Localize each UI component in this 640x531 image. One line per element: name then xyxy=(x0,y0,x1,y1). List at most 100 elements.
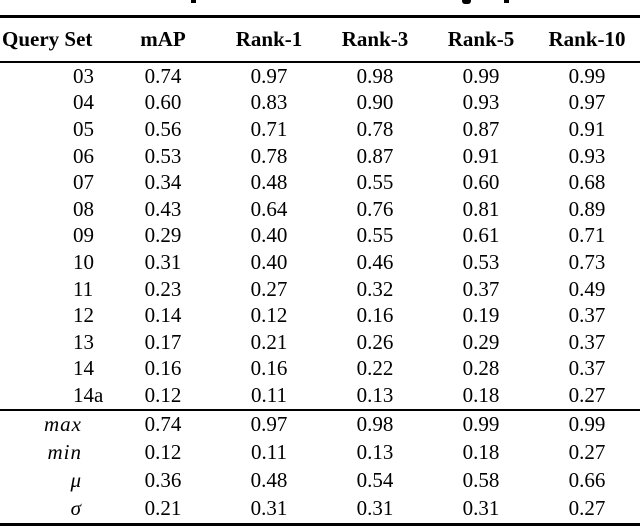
table-body: 03 0.74 0.97 0.98 0.99 0.99 04 0.60 0.83 0.90 0.93… xyxy=(0,62,640,410)
value-cell: 0.37 xyxy=(568,356,606,381)
value-cell: 0.98 xyxy=(356,63,394,88)
value-cell: 0.64 xyxy=(250,196,288,221)
value-cell: 0.12 xyxy=(144,382,182,407)
summary-value-cell: 0.31 xyxy=(462,496,500,521)
table-row: 04 0.60 0.83 0.90 0.93 0.97 xyxy=(0,90,640,117)
table-row: 08 0.43 0.64 0.76 0.81 0.89 xyxy=(0,196,640,223)
value-cell: 0.43 xyxy=(144,196,182,221)
value-cell: 0.27 xyxy=(250,276,288,301)
summary-row: σ 0.21 0.31 0.31 0.31 0.27 xyxy=(0,495,640,525)
table-row: 09 0.29 0.40 0.55 0.61 0.71 xyxy=(0,223,640,250)
value-cell: 0.90 xyxy=(356,90,394,115)
value-cell: 0.28 xyxy=(462,356,500,381)
table-row: 07 0.34 0.48 0.55 0.60 0.68 xyxy=(0,169,640,196)
table-row: 10 0.31 0.40 0.46 0.53 0.73 xyxy=(0,249,640,276)
caption-descender-fragment xyxy=(504,0,509,3)
summary-value-cell: 0.27 xyxy=(568,440,606,465)
query-set-cell: 14a xyxy=(73,382,104,407)
value-cell: 0.97 xyxy=(568,90,606,115)
value-cell: 0.68 xyxy=(568,170,606,195)
value-cell: 0.60 xyxy=(144,90,182,115)
value-cell: 0.37 xyxy=(568,303,606,328)
query-set-cell: 13 xyxy=(73,329,94,354)
query-set-cell: 04 xyxy=(73,90,94,115)
value-cell: 0.97 xyxy=(250,63,288,88)
value-cell: 0.29 xyxy=(462,329,500,354)
column-header-rank-3: Rank-3 xyxy=(322,16,428,63)
value-cell: 0.16 xyxy=(356,303,394,328)
summary-value-cell: 0.27 xyxy=(568,496,606,521)
value-cell: 0.19 xyxy=(462,303,500,328)
column-header-query-set: Query Set xyxy=(0,16,110,63)
table-row: 12 0.14 0.12 0.16 0.19 0.37 xyxy=(0,302,640,329)
query-set-cell: 12 xyxy=(73,303,94,328)
value-cell: 0.22 xyxy=(356,356,394,381)
value-cell: 0.11 xyxy=(251,382,287,407)
summary-label-cell: σ xyxy=(70,496,82,521)
caption-descender-fragment xyxy=(191,0,196,3)
query-set-cell: 09 xyxy=(73,223,94,248)
table-row: 06 0.53 0.78 0.87 0.91 0.93 xyxy=(0,143,640,170)
value-cell: 0.37 xyxy=(462,276,500,301)
query-set-cell: 06 xyxy=(73,143,94,168)
table-summary-body: max 0.74 0.97 0.98 0.99 0.99 min 0.12 0.11 0.13 0.… xyxy=(0,408,640,525)
results-table: Query Set mAP Rank-1 Rank-3 Rank-5 Rank-… xyxy=(0,15,640,526)
value-cell: 0.26 xyxy=(356,329,394,354)
value-cell: 0.93 xyxy=(462,90,500,115)
table-header-row: Query Set mAP Rank-1 Rank-3 Rank-5 Rank-… xyxy=(0,16,640,63)
value-cell: 0.55 xyxy=(356,170,394,195)
summary-value-cell: 0.21 xyxy=(144,496,182,521)
summary-value-cell: 0.54 xyxy=(356,468,394,493)
value-cell: 0.78 xyxy=(356,116,394,141)
summary-value-cell: 0.58 xyxy=(462,468,500,493)
summary-label-cell: μ xyxy=(70,468,82,493)
table-row: 05 0.56 0.71 0.78 0.87 0.91 xyxy=(0,116,640,143)
value-cell: 0.49 xyxy=(568,276,606,301)
summary-value-cell: 0.98 xyxy=(322,408,428,439)
value-cell: 0.12 xyxy=(250,303,288,328)
value-cell: 0.27 xyxy=(568,382,606,407)
column-header-rank-5: Rank-5 xyxy=(428,16,534,63)
value-cell: 0.16 xyxy=(250,356,288,381)
value-cell: 0.81 xyxy=(462,196,500,221)
value-cell: 0.18 xyxy=(462,382,500,407)
value-cell: 0.40 xyxy=(250,223,288,248)
value-cell: 0.99 xyxy=(568,63,606,88)
value-cell: 0.29 xyxy=(144,223,182,248)
column-header-rank-1: Rank-1 xyxy=(216,16,322,63)
table-row: 14 0.16 0.16 0.22 0.28 0.37 xyxy=(0,356,640,383)
value-cell: 0.13 xyxy=(356,382,394,407)
summary-value-cell: 0.12 xyxy=(144,440,182,465)
value-cell: 0.48 xyxy=(250,170,288,195)
value-cell: 0.91 xyxy=(568,116,606,141)
value-cell: 0.60 xyxy=(462,170,500,195)
value-cell: 0.55 xyxy=(356,223,394,248)
summary-value-cell: 0.36 xyxy=(144,468,182,493)
value-cell: 0.34 xyxy=(144,170,182,195)
value-cell: 0.14 xyxy=(144,303,182,328)
column-header-rank-10: Rank-10 xyxy=(534,16,640,63)
value-cell: 0.32 xyxy=(356,276,394,301)
value-cell: 0.37 xyxy=(568,329,606,354)
query-set-cell: 03 xyxy=(73,63,94,88)
summary-row: min 0.12 0.11 0.13 0.18 0.27 xyxy=(0,439,640,467)
table-row: 03 0.74 0.97 0.98 0.99 0.99 xyxy=(0,62,640,90)
value-cell: 0.16 xyxy=(144,356,182,381)
value-cell: 0.61 xyxy=(462,223,500,248)
value-cell: 0.21 xyxy=(250,329,288,354)
summary-row: max 0.74 0.97 0.98 0.99 0.99 xyxy=(0,408,640,439)
value-cell: 0.17 xyxy=(144,329,182,354)
query-set-cell: 11 xyxy=(73,276,94,301)
summary-value-cell: 0.13 xyxy=(356,440,394,465)
summary-value-cell: 0.74 xyxy=(110,408,216,439)
caption-descender-fragment xyxy=(462,0,471,4)
value-cell: 0.53 xyxy=(144,143,182,168)
value-cell: 0.71 xyxy=(250,116,288,141)
query-set-cell: 14 xyxy=(73,356,94,381)
value-cell: 0.71 xyxy=(568,223,606,248)
value-cell: 0.73 xyxy=(568,249,606,274)
value-cell: 0.99 xyxy=(462,63,500,88)
summary-value-cell: 0.31 xyxy=(356,496,394,521)
value-cell: 0.56 xyxy=(144,116,182,141)
